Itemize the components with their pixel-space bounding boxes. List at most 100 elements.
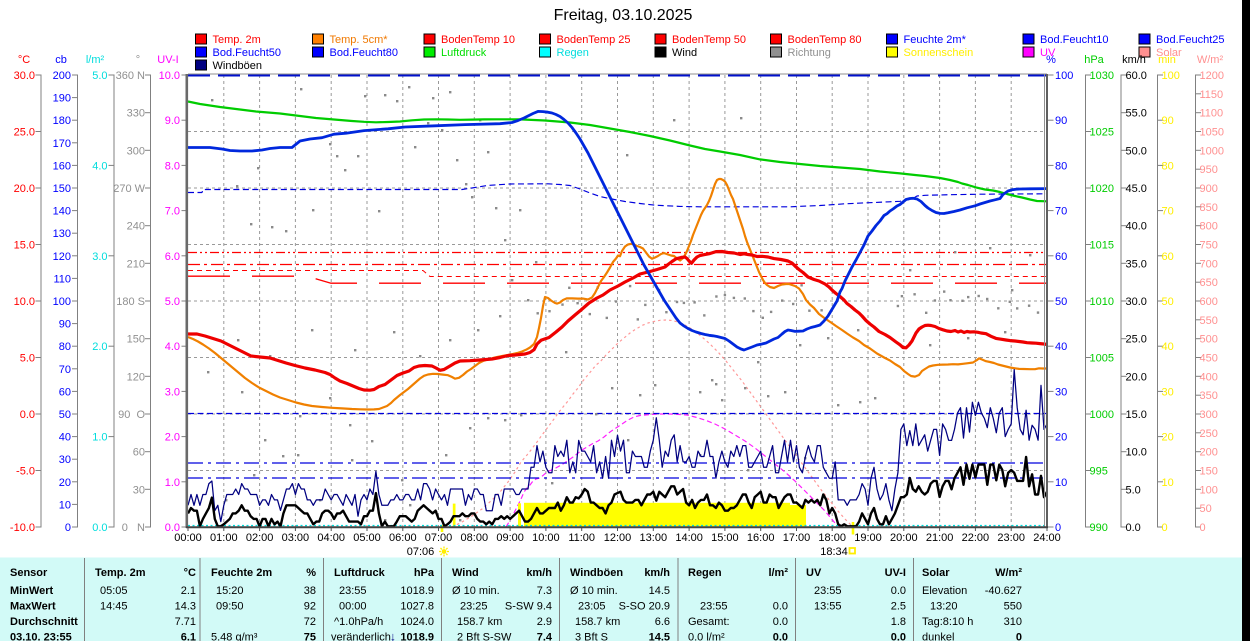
svg-text:13:55: 13:55 (814, 601, 842, 613)
svg-text:20.0: 20.0 (14, 183, 35, 195)
svg-text:0.0: 0.0 (20, 409, 35, 421)
svg-text:°C: °C (18, 54, 30, 66)
svg-text:5.0: 5.0 (1126, 484, 1141, 496)
svg-text:30.0: 30.0 (14, 70, 35, 82)
svg-text:km/h: km/h (526, 567, 552, 579)
svg-text:UV: UV (1040, 47, 1056, 59)
svg-text:Windböen: Windböen (213, 60, 263, 72)
svg-text:4.0: 4.0 (165, 341, 180, 353)
svg-text:Regen: Regen (557, 47, 589, 59)
svg-text:Temp. 2m: Temp. 2m (95, 567, 146, 579)
svg-text:Solar: Solar (1156, 47, 1182, 59)
svg-text:75: 75 (304, 632, 316, 641)
svg-text:0.0: 0.0 (1126, 522, 1141, 534)
svg-text:300: 300 (1200, 409, 1218, 421)
svg-text:25.0: 25.0 (14, 127, 35, 139)
svg-text:50: 50 (1055, 296, 1067, 308)
svg-text:Durchschnitt: Durchschnitt (10, 616, 78, 628)
svg-text:1.0: 1.0 (165, 477, 180, 489)
svg-text:995: 995 (1090, 466, 1108, 478)
svg-text:120: 120 (127, 371, 145, 383)
svg-text:00:00: 00:00 (174, 532, 202, 544)
svg-text:Bod.Feucht10: Bod.Feucht10 (1040, 34, 1109, 46)
svg-text:Elevation: Elevation (922, 585, 967, 597)
svg-text:20.0: 20.0 (1126, 371, 1147, 383)
svg-text:600: 600 (1200, 296, 1218, 308)
svg-text:Bod.Feucht25: Bod.Feucht25 (1156, 34, 1225, 46)
svg-text:210: 210 (127, 258, 145, 270)
svg-text:3 Bft S: 3 Bft S (575, 632, 608, 641)
svg-text:60: 60 (59, 386, 71, 398)
svg-text:150: 150 (127, 334, 145, 346)
svg-text:l/m²: l/m² (768, 567, 788, 579)
svg-text:20:00: 20:00 (890, 532, 918, 544)
svg-text:07:06: 07:06 (407, 546, 435, 558)
svg-text:12:00: 12:00 (604, 532, 632, 544)
svg-text:veränderlich: veränderlich (331, 632, 391, 641)
svg-text:20: 20 (1055, 432, 1067, 444)
svg-text:180: 180 (53, 115, 71, 127)
svg-text:Wind: Wind (672, 47, 697, 59)
svg-text:23:55: 23:55 (700, 601, 728, 613)
svg-text:30: 30 (133, 484, 145, 496)
svg-text:950: 950 (1200, 164, 1218, 176)
svg-text:l/m²: l/m² (86, 54, 105, 66)
svg-text:10: 10 (1162, 477, 1174, 489)
svg-text:1150: 1150 (1200, 89, 1224, 101)
svg-text:60.0: 60.0 (1126, 70, 1147, 82)
svg-text:23:55: 23:55 (814, 585, 842, 597)
svg-text:500: 500 (1200, 334, 1218, 346)
svg-text:BodenTemp 25: BodenTemp 25 (557, 34, 631, 46)
svg-text:360 N: 360 N (116, 70, 145, 82)
svg-text:270 W: 270 W (113, 183, 145, 195)
svg-text:170: 170 (53, 138, 71, 150)
svg-text:60: 60 (1055, 251, 1067, 263)
svg-text:%: % (306, 567, 316, 579)
svg-text:05:00: 05:00 (353, 532, 381, 544)
svg-text:00:00: 00:00 (339, 601, 367, 613)
svg-text:5.0: 5.0 (165, 296, 180, 308)
svg-text:MaxWert: MaxWert (10, 601, 56, 613)
svg-text:-40.627: -40.627 (985, 585, 1022, 597)
svg-text:1020: 1020 (1090, 183, 1114, 195)
svg-text:23:55: 23:55 (339, 585, 367, 597)
svg-text:30.0: 30.0 (1126, 296, 1147, 308)
svg-text:7.4: 7.4 (537, 632, 553, 641)
svg-text:0.0: 0.0 (165, 522, 180, 534)
svg-text:10.0: 10.0 (1126, 447, 1147, 459)
svg-text:50.0: 50.0 (1126, 145, 1147, 157)
svg-text:250: 250 (1200, 428, 1218, 440)
svg-text:18:00: 18:00 (818, 532, 846, 544)
svg-text:2.1: 2.1 (181, 585, 196, 597)
svg-text:°C: °C (184, 567, 196, 579)
svg-text:72: 72 (304, 616, 316, 628)
svg-text:30: 30 (59, 454, 71, 466)
svg-text:hPa: hPa (1084, 54, 1104, 66)
svg-text:Freitag, 03.10.2025: Freitag, 03.10.2025 (554, 7, 693, 24)
svg-text:330: 330 (127, 108, 145, 120)
svg-text:1027.8: 1027.8 (400, 601, 434, 613)
svg-text:0.0: 0.0 (773, 616, 788, 628)
svg-text:310: 310 (1004, 616, 1022, 628)
svg-text:Wind: Wind (452, 567, 479, 579)
svg-text:100: 100 (1200, 484, 1218, 496)
svg-text:110: 110 (53, 273, 71, 285)
svg-text:Windböen: Windböen (570, 567, 623, 579)
svg-text:Ø 10 min.: Ø 10 min. (570, 585, 618, 597)
svg-text:05:05: 05:05 (100, 585, 128, 597)
svg-text:55.0: 55.0 (1126, 108, 1147, 120)
svg-text:80: 80 (1055, 160, 1067, 172)
svg-text:8.0: 8.0 (165, 160, 180, 172)
svg-text:400: 400 (1200, 371, 1218, 383)
svg-text:20: 20 (1162, 432, 1174, 444)
svg-text:03.10. 23:55: 03.10. 23:55 (10, 632, 72, 641)
svg-text:0.0: 0.0 (891, 585, 906, 597)
svg-text:1.8: 1.8 (891, 616, 906, 628)
svg-text:2.0: 2.0 (165, 432, 180, 444)
svg-text:1018.9: 1018.9 (400, 632, 434, 641)
svg-text:38: 38 (304, 585, 316, 597)
svg-text:2.9: 2.9 (537, 616, 552, 628)
svg-text:Luftdruck: Luftdruck (334, 567, 386, 579)
svg-text:6.0: 6.0 (165, 251, 180, 263)
svg-text:700: 700 (1200, 258, 1218, 270)
